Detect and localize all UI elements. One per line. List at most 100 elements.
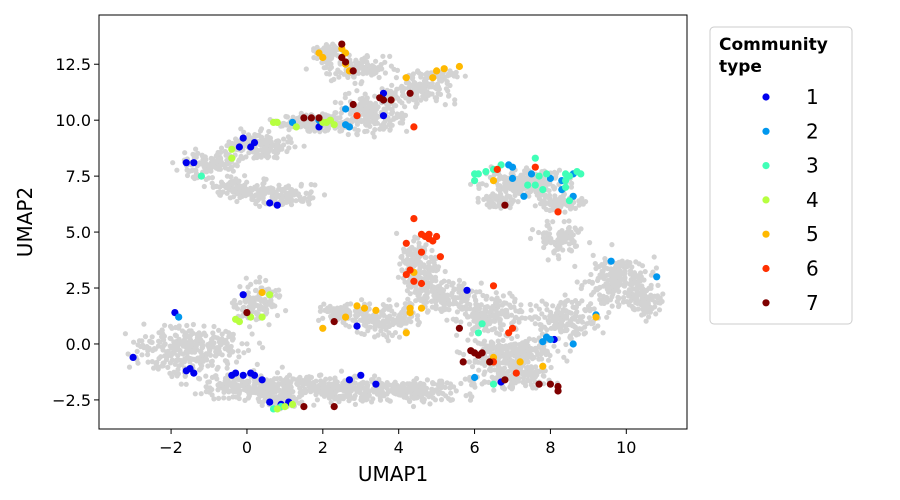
background-point bbox=[274, 312, 281, 319]
background-point bbox=[548, 240, 554, 246]
background-point bbox=[153, 361, 159, 367]
background-point bbox=[321, 301, 327, 307]
background-point bbox=[298, 120, 304, 126]
background-point bbox=[382, 70, 388, 76]
background-point bbox=[573, 310, 579, 316]
background-point bbox=[289, 187, 295, 193]
background-point bbox=[454, 332, 460, 338]
background-point bbox=[381, 322, 387, 329]
background-point bbox=[561, 219, 567, 225]
background-point bbox=[331, 76, 337, 82]
background-point bbox=[248, 281, 254, 287]
background-point bbox=[540, 235, 547, 241]
background-point bbox=[231, 180, 237, 186]
background-point bbox=[503, 372, 509, 378]
background-point bbox=[165, 348, 171, 354]
background-point bbox=[416, 87, 422, 93]
background-point bbox=[576, 202, 582, 208]
background-point bbox=[532, 321, 538, 327]
background-point bbox=[207, 352, 214, 358]
background-point bbox=[498, 327, 504, 333]
background-point bbox=[424, 294, 430, 300]
background-point bbox=[555, 253, 561, 259]
background-point bbox=[527, 301, 533, 308]
community-7-point bbox=[459, 358, 467, 366]
community-7-point bbox=[330, 403, 338, 411]
background-point bbox=[475, 199, 481, 205]
background-point bbox=[327, 376, 333, 382]
background-point bbox=[586, 315, 593, 321]
background-point bbox=[556, 323, 563, 329]
background-point bbox=[269, 142, 276, 148]
background-point bbox=[590, 252, 596, 258]
background-point bbox=[365, 62, 371, 68]
background-point bbox=[582, 279, 588, 285]
background-point bbox=[325, 127, 331, 133]
background-point bbox=[475, 195, 481, 201]
background-point bbox=[528, 366, 535, 372]
background-point bbox=[430, 265, 436, 271]
background-point bbox=[268, 378, 274, 384]
background-point bbox=[149, 339, 155, 345]
background-point bbox=[391, 115, 397, 121]
background-point bbox=[539, 199, 546, 205]
background-point bbox=[262, 187, 268, 193]
background-point bbox=[364, 97, 370, 103]
background-point bbox=[359, 97, 365, 103]
background-point bbox=[532, 203, 538, 209]
background-point bbox=[563, 313, 569, 319]
background-point bbox=[631, 270, 638, 276]
background-point bbox=[311, 402, 317, 408]
background-point bbox=[333, 312, 339, 318]
background-point bbox=[442, 102, 448, 108]
background-point bbox=[316, 372, 323, 378]
background-point bbox=[342, 95, 348, 101]
background-point bbox=[651, 254, 657, 260]
background-point bbox=[196, 330, 202, 336]
background-point bbox=[340, 393, 346, 399]
background-point bbox=[424, 289, 430, 296]
background-point bbox=[381, 106, 387, 112]
background-point bbox=[509, 335, 515, 342]
background-point bbox=[657, 300, 663, 306]
background-point bbox=[562, 292, 568, 298]
community-7-point bbox=[471, 349, 479, 357]
background-point bbox=[161, 342, 167, 349]
background-point bbox=[298, 196, 304, 202]
background-point bbox=[363, 323, 369, 329]
background-point bbox=[351, 74, 357, 80]
background-point bbox=[587, 240, 593, 246]
legend-box bbox=[709, 26, 853, 325]
background-point bbox=[466, 321, 473, 327]
background-point bbox=[209, 162, 216, 168]
background-point bbox=[317, 389, 323, 395]
background-point bbox=[203, 384, 209, 390]
community-3-point bbox=[539, 186, 547, 194]
community-7-point bbox=[243, 309, 251, 317]
background-point bbox=[351, 395, 357, 401]
background-point bbox=[373, 58, 379, 64]
community-1-point bbox=[182, 159, 190, 167]
background-point bbox=[303, 66, 309, 72]
background-point bbox=[430, 387, 436, 393]
background-point bbox=[453, 316, 459, 322]
background-point bbox=[222, 375, 229, 381]
background-point bbox=[254, 183, 260, 189]
background-point bbox=[184, 342, 190, 348]
background-point bbox=[546, 318, 552, 324]
background-point bbox=[404, 381, 411, 387]
background-point bbox=[302, 386, 308, 392]
background-point bbox=[122, 331, 128, 337]
background-point bbox=[372, 314, 378, 320]
background-point bbox=[142, 334, 149, 340]
background-point bbox=[244, 385, 251, 391]
background-point bbox=[138, 343, 144, 350]
background-point bbox=[469, 364, 476, 370]
background-point bbox=[261, 145, 268, 151]
background-point bbox=[365, 105, 371, 111]
background-point bbox=[489, 327, 495, 333]
background-point bbox=[372, 93, 378, 99]
background-point bbox=[359, 297, 365, 303]
background-point bbox=[338, 305, 344, 311]
background-point bbox=[362, 91, 368, 97]
